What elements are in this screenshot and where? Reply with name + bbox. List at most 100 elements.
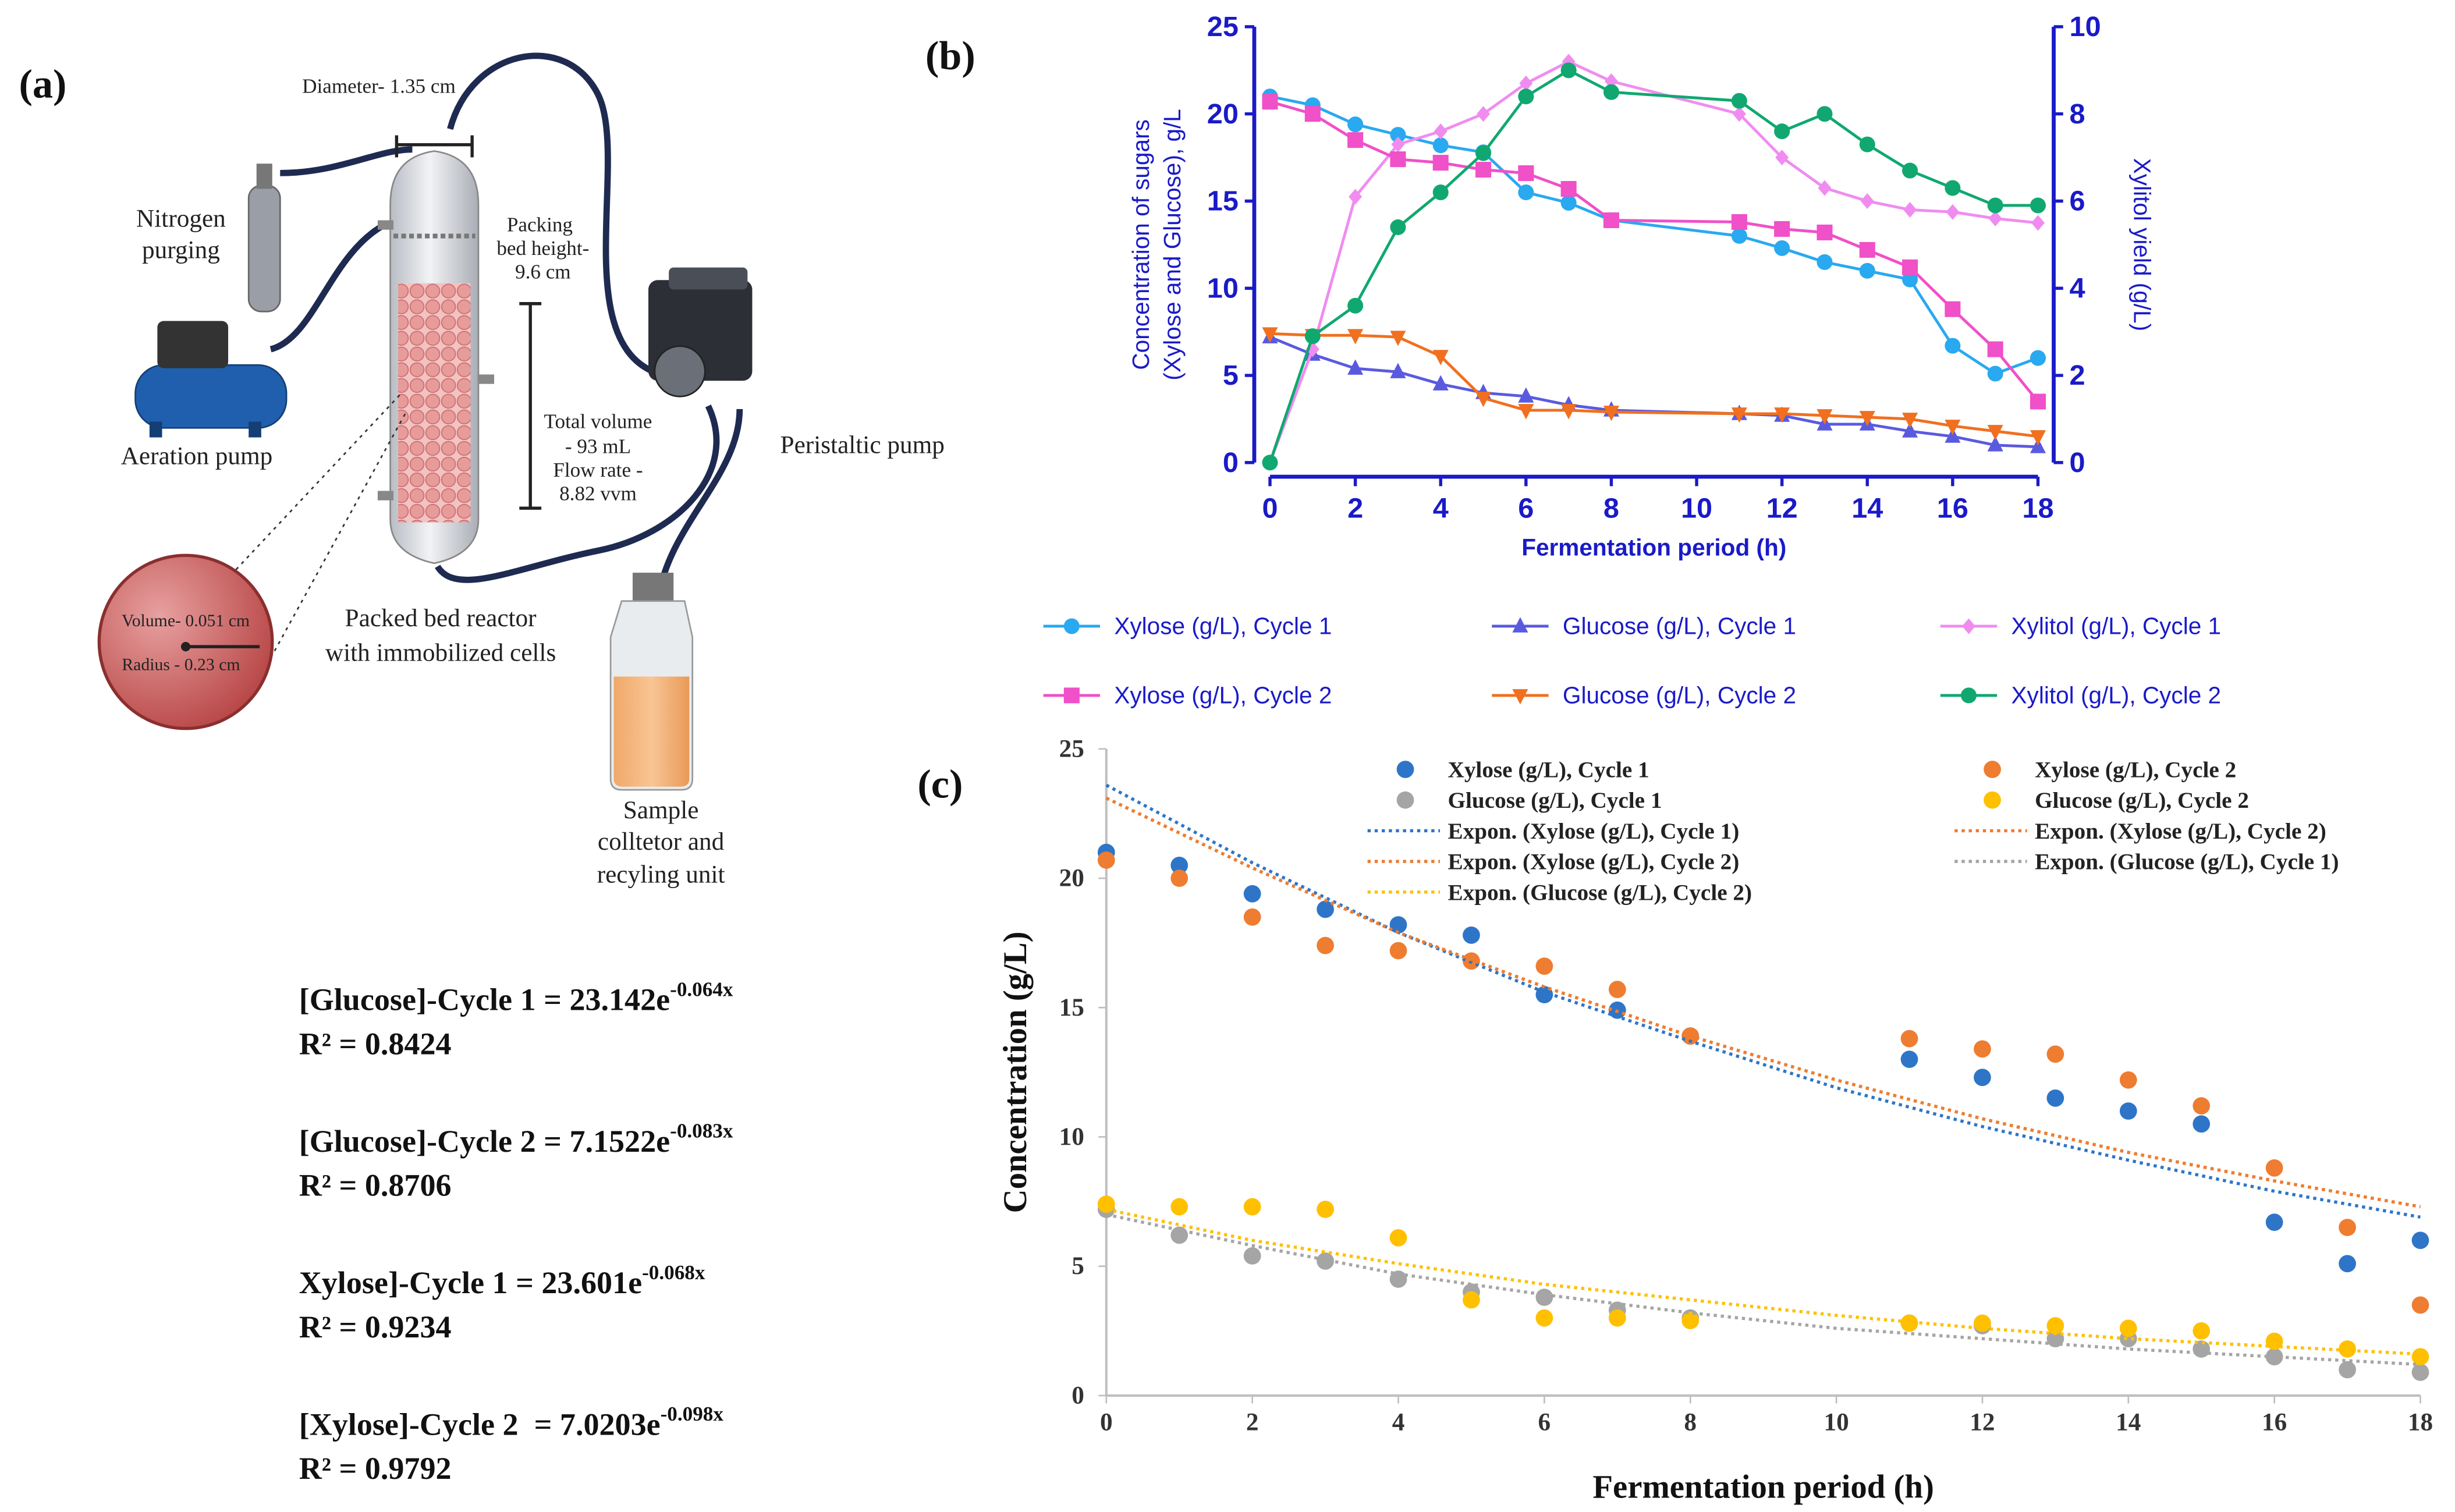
data-point <box>1347 329 1364 345</box>
series-line <box>1269 95 2039 375</box>
data-point <box>1603 212 1619 228</box>
data-point <box>1518 184 1534 201</box>
data-point <box>1243 885 1261 903</box>
y-tick-label: 10 <box>1207 272 1239 304</box>
data-point <box>1859 262 1875 279</box>
data-point <box>2339 1340 2356 1358</box>
legend-marker <box>1984 791 2001 809</box>
y2-axis-label: Xylitol yield (g/L) <box>2128 158 2155 331</box>
legend-label: Xylitol (g/L), Cycle 1 <box>2011 612 2222 639</box>
panel-label: (c) <box>917 762 963 807</box>
x-tick-label: 12 <box>1766 492 1798 524</box>
data-point <box>1432 375 1449 391</box>
data-point <box>1535 986 1553 1003</box>
legend-label: Expon. (Xylose (g/L), Cycle 2) <box>2035 819 2326 844</box>
panel-label: (a) <box>19 62 66 107</box>
data-point <box>1974 1069 1991 1087</box>
data-point <box>1774 221 1790 237</box>
data-point <box>1262 327 1278 343</box>
data-point <box>1432 350 1449 365</box>
r-squared: R² = 0.9792 <box>299 1451 452 1486</box>
label: recyling unit <box>597 861 725 889</box>
data-point <box>1097 851 1115 869</box>
data-point <box>1475 145 1492 161</box>
pump-lid <box>669 267 748 290</box>
cylinder-valve <box>256 164 272 189</box>
equation-exponent: -0.083x <box>670 1120 733 1142</box>
equation-text: [Glucose]-Cycle 1 = 23.142e <box>299 982 670 1017</box>
x-tick-label: 18 <box>2408 1408 2433 1436</box>
data-point <box>1817 224 1833 240</box>
data-point <box>1389 1229 1407 1247</box>
data-point <box>1304 328 1321 345</box>
data-point <box>1535 1309 1553 1327</box>
data-point <box>1818 180 1832 196</box>
data-point <box>2339 1255 2356 1273</box>
data-point <box>2030 350 2046 366</box>
data-point <box>1603 84 1619 100</box>
x-tick-label: 14 <box>1851 492 1883 524</box>
legend-label: Glucose (g/L), Cycle 2 <box>2035 788 2249 813</box>
data-point <box>2265 1159 2283 1177</box>
data-point <box>1518 387 1534 403</box>
data-point <box>1535 1289 1553 1306</box>
tube <box>447 52 662 378</box>
port <box>377 220 393 230</box>
data-point <box>1903 201 1917 218</box>
y-tick-label: 0 <box>1223 447 1239 478</box>
data-point <box>1317 900 1334 918</box>
data-point <box>1243 1247 1261 1265</box>
data-point <box>1774 240 1790 256</box>
tube <box>435 404 720 583</box>
data-point <box>2411 1296 2429 1314</box>
y-tick-label: 25 <box>1207 11 1239 42</box>
data-point <box>1603 406 1619 421</box>
aeration-pump <box>134 364 288 429</box>
y2-tick-label: 8 <box>2070 98 2085 130</box>
data-point <box>1243 908 1261 926</box>
tube <box>658 409 743 586</box>
data-point <box>2031 215 2045 231</box>
legend-label: Expon. (Glucose (g/L), Cycle 2) <box>1448 880 1752 905</box>
data-point <box>2030 393 2046 410</box>
x-tick-label: 4 <box>1433 492 1449 524</box>
data-point <box>1987 425 2003 441</box>
y-axis-label: Concentration of sugars <box>1127 119 1154 370</box>
label: colltetor and <box>598 828 725 856</box>
y-tick-label: 25 <box>1059 734 1084 762</box>
label: Nitrogen <box>136 204 226 232</box>
data-point <box>1390 331 1406 346</box>
legend-marker <box>1396 791 1414 809</box>
data-point <box>1902 259 1918 275</box>
equation: [Xylose]-Cycle 2 = 7.0203e-0.098x <box>299 1403 724 1442</box>
diagram: (a) <box>19 52 945 889</box>
data-point <box>1946 204 1960 220</box>
data-point <box>1347 132 1364 148</box>
y-axis-label: (Xylose and Glucose), g/L <box>1159 109 1186 380</box>
y-tick-label: 10 <box>1059 1123 1084 1151</box>
sample-liquid <box>613 676 690 787</box>
x-tick-label: 0 <box>1100 1408 1113 1436</box>
packed-bed <box>398 283 471 523</box>
data-point <box>1681 1312 1700 1329</box>
label: Aeration pump <box>121 442 273 470</box>
y-tick-label: 15 <box>1207 186 1239 217</box>
data-point <box>1945 338 1961 354</box>
label: Diameter- 1.35 cm <box>302 75 456 98</box>
x-tick-label: 8 <box>1684 1408 1697 1436</box>
data-point <box>1900 1030 1918 1048</box>
data-point <box>1731 214 1747 230</box>
data-point <box>2030 430 2046 446</box>
port <box>377 491 393 501</box>
data-point <box>1317 1252 1334 1270</box>
label: Radius - 0.23 cm <box>122 655 240 675</box>
equation-exponent: -0.064x <box>670 978 733 1000</box>
data-point <box>1477 106 1491 122</box>
equation-text: [Xylose]-Cycle 2 = 7.0203e <box>299 1407 661 1442</box>
port <box>478 374 495 384</box>
data-point <box>1974 1040 1991 1058</box>
legend-label: Glucose (g/L), Cycle 1 <box>1563 612 1796 639</box>
data-point <box>1731 93 1747 109</box>
tube <box>269 221 389 353</box>
